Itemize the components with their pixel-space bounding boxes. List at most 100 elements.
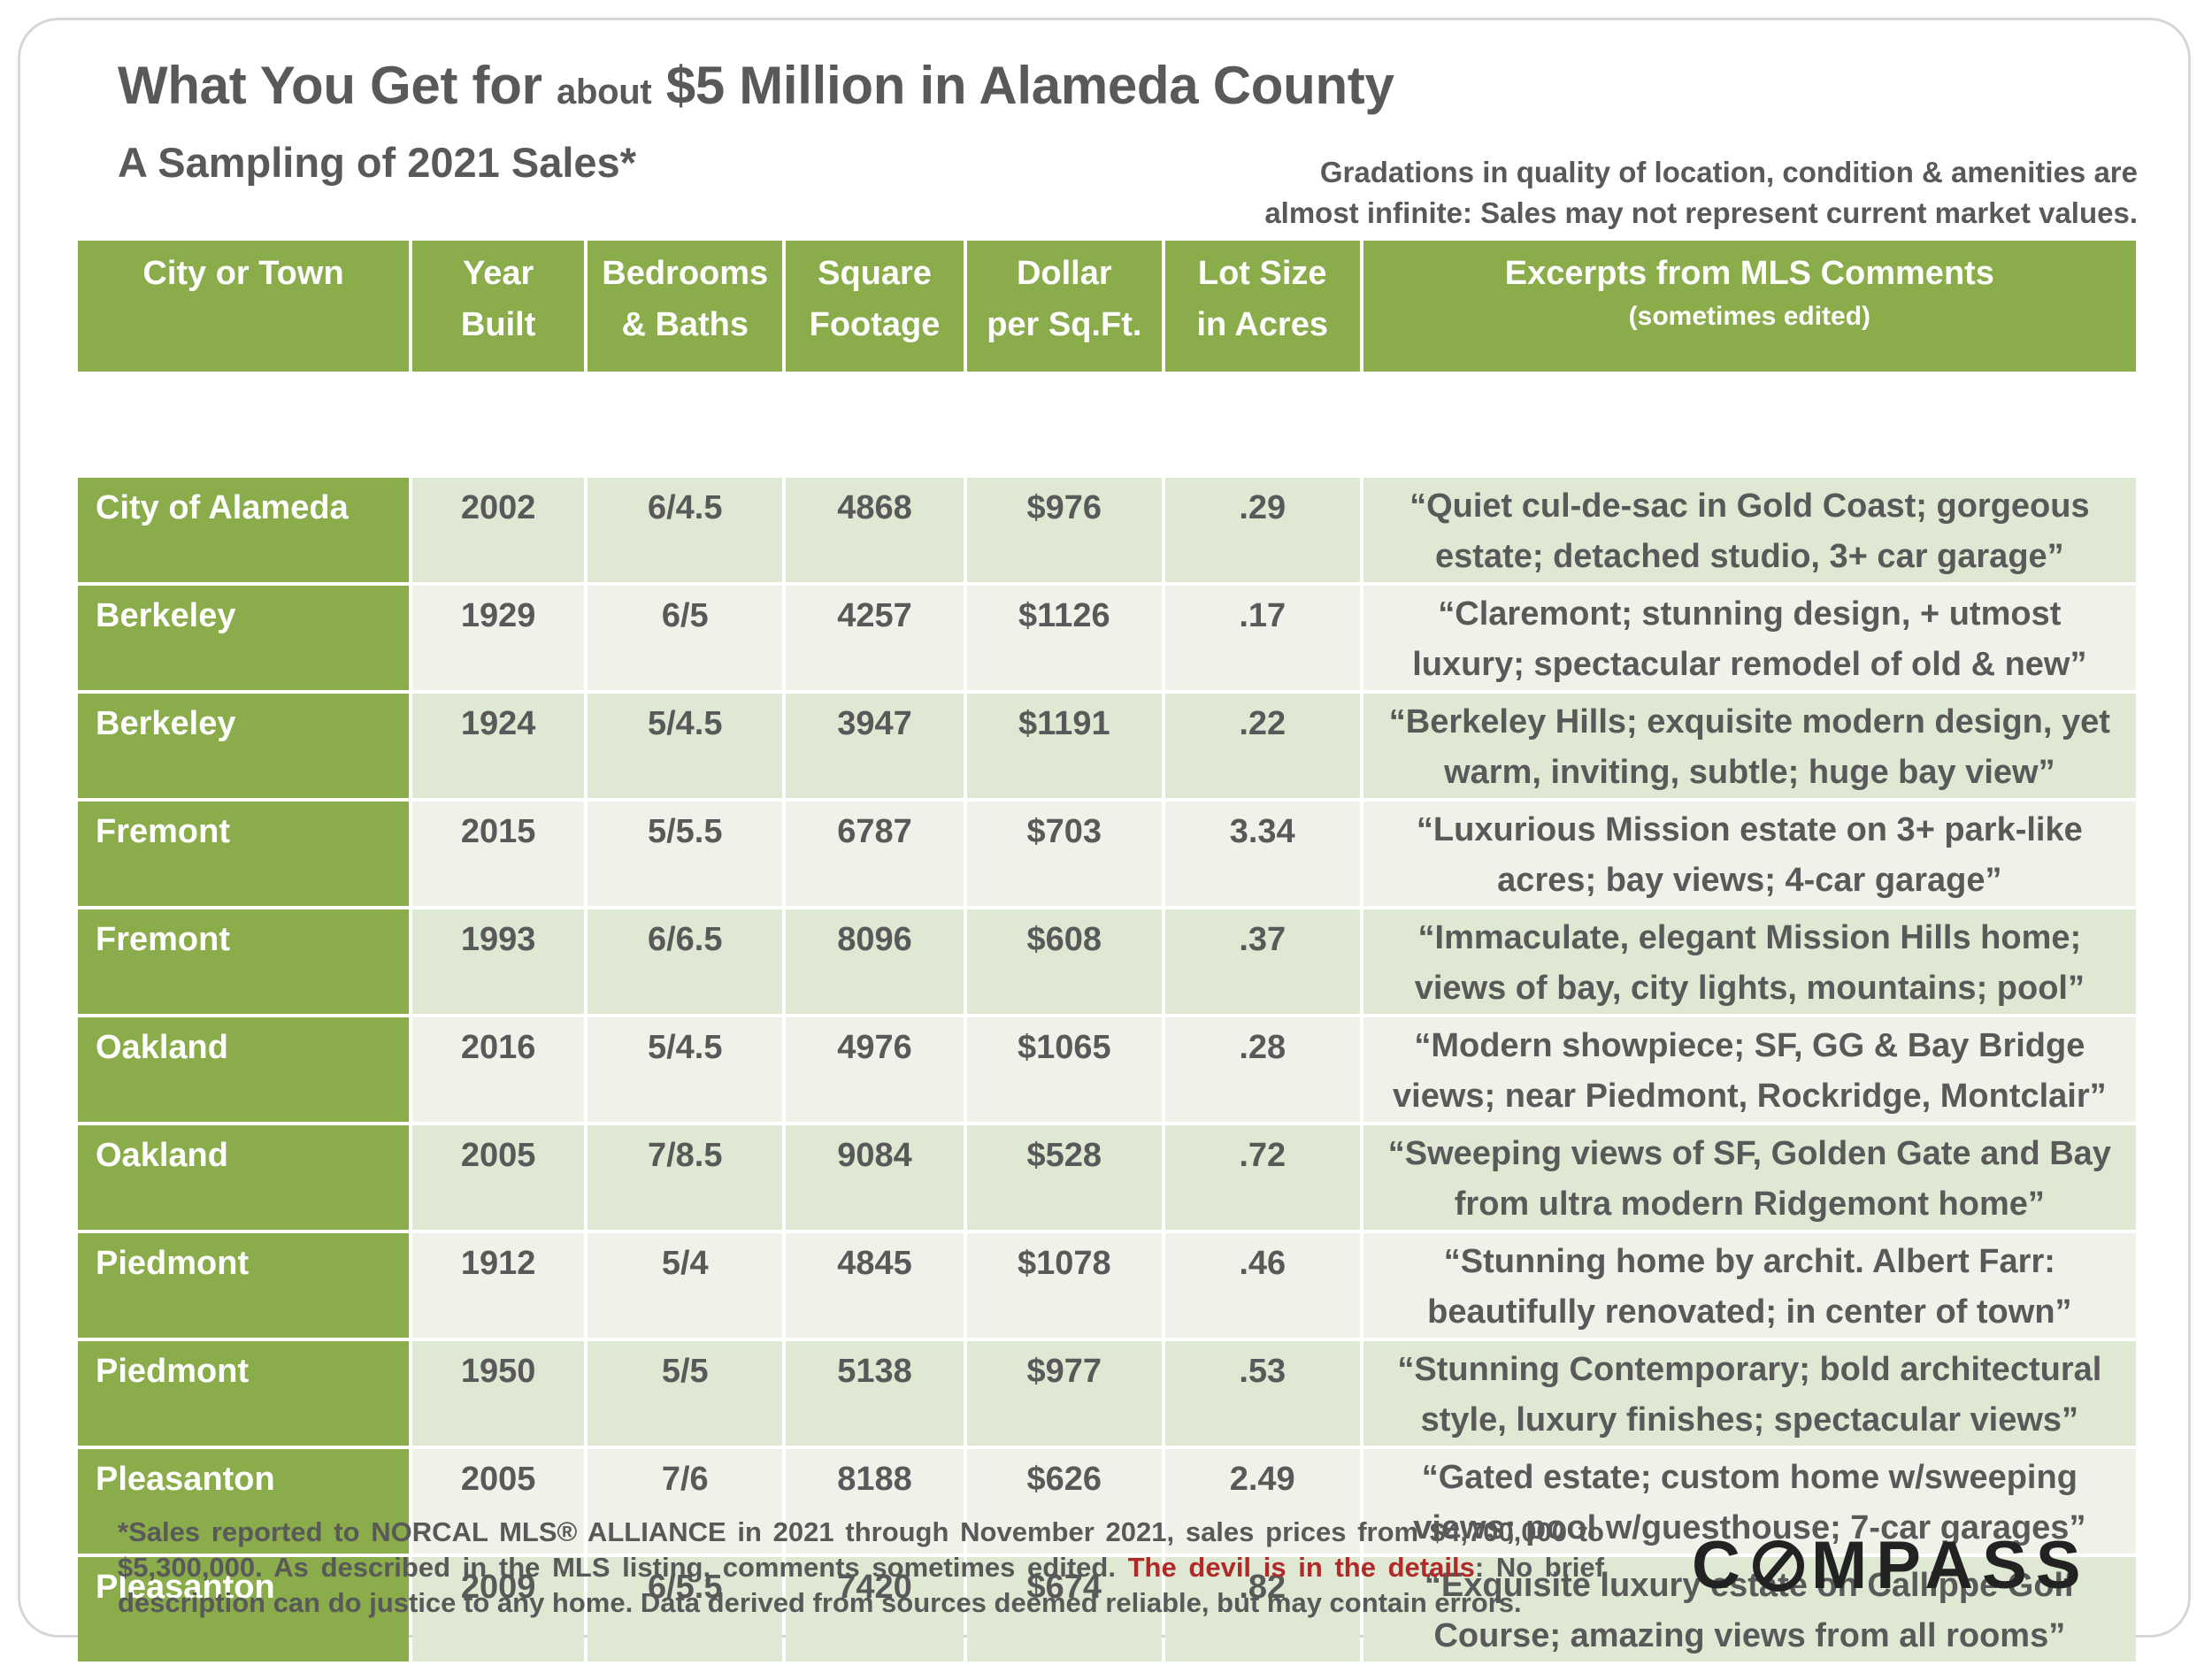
cell-mls-comment: “Claremont; stunning design, + utmost lux…	[1363, 586, 2136, 690]
comment-line2: style, luxury finishes; spectacular view…	[1420, 1401, 2079, 1439]
cell-dollar-per-sqft: $674	[966, 1557, 1162, 1661]
cell-square-footage: 9084	[786, 1125, 964, 1230]
table-row: Pleasanton 2009 6/5.5 7420 $674.82 “Exquisite…	[78, 1557, 2136, 1661]
cell-square-footage: 5138	[786, 1341, 964, 1446]
comment-line1: “Modern showpiece; SF, GG & Bay Bridge	[1414, 1027, 2085, 1064]
cell-square-footage: 4845	[786, 1233, 964, 1338]
cell-year-built: 2002	[412, 478, 585, 582]
column-header-line1: Bedrooms	[602, 255, 769, 292]
cell-dollar-per-sqft: $608	[966, 909, 1162, 1014]
column-header-line2: Footage	[809, 306, 941, 343]
page-title: What You Get for about $5 Million in Ala…	[118, 55, 1394, 116]
cell-mls-comment: “Sweeping views of SF, Golden Gate and B…	[1363, 1125, 2136, 1230]
column-header-1: Year Built	[412, 241, 585, 372]
column-header-line1: Dollar	[1016, 255, 1112, 292]
comment-line1: “Claremont; stunning design, + utmost	[1438, 595, 2062, 633]
cell-dollar-per-sqft: $528	[966, 1125, 1162, 1230]
cell-lot-size: .22	[1164, 694, 1360, 798]
cell-city: Piedmont	[78, 1233, 410, 1338]
cell-bedrooms-baths: 5/4	[588, 1233, 783, 1338]
footnote: *Sales reported to NORCAL MLS® ALLIANCE …	[118, 1515, 1604, 1621]
column-header-4: Dollar per Sq.Ft.	[966, 241, 1162, 372]
cell-year-built: 1950	[412, 1341, 585, 1446]
cell-lot-size: 3.34	[1164, 802, 1360, 906]
cell-year-built: 2005	[412, 1125, 585, 1230]
comment-line2: views; near Piedmont, Rockridge, Montcla…	[1393, 1078, 2107, 1115]
cell-lot-size: .37	[1164, 909, 1360, 1014]
cell-lot-size: 2.49	[1164, 1449, 1360, 1554]
footnote-part1: *Sales reported to NORCAL MLS® ALLIANCE …	[118, 1516, 1604, 1583]
logo-c: C	[1692, 1528, 1749, 1603]
cell-bedrooms-baths: 6/4.5	[588, 478, 783, 582]
comment-line1: “Stunning home by archit. Albert Farr:	[1443, 1243, 2055, 1280]
column-header-line1: City or Town	[142, 255, 344, 292]
cell-lot-size: .46	[1164, 1233, 1360, 1338]
cell-dollar-per-sqft: $703	[966, 802, 1162, 906]
column-header-line1: Year	[462, 255, 534, 292]
cell-city: Piedmont	[78, 1341, 410, 1446]
comment-line2: estate; detached studio, 3+ car garage”	[1435, 538, 2064, 575]
cell-city: Berkeley	[78, 694, 410, 798]
comment-line1: “Luxurious Mission estate on 3+ park-lik…	[1416, 811, 2083, 848]
table-row: Fremont 1993 6/6.5 8096 $608.37 “Immaculate, …	[78, 909, 2136, 1014]
cell-dollar-per-sqft: $1065	[966, 1017, 1162, 1122]
cell-mls-comment: “Modern showpiece; SF, GG & Bay Bridge vi…	[1363, 1017, 2136, 1122]
cell-square-footage: 8096	[786, 909, 964, 1014]
table-row: Piedmont 1950 5/5 5138 $977.53 “Stunning Cont…	[78, 1341, 2136, 1446]
table-row: Piedmont 1912 5/4 4845 $1078.46 “Stunning hom…	[78, 1233, 2136, 1338]
cell-dollar-per-sqft: $1126	[966, 586, 1162, 690]
cell-dollar-per-sqft: $977	[966, 1341, 1162, 1446]
column-header-line1: Lot Size	[1197, 255, 1327, 292]
cell-year-built: 2005	[412, 1449, 585, 1554]
table-row: Berkeley 1929 6/5 4257 $1126.17 “Claremont; s…	[78, 586, 2136, 690]
cell-lot-size: .28	[1164, 1017, 1360, 1122]
cell-year-built: 1993	[412, 909, 585, 1014]
cell-city: Berkeley	[78, 586, 410, 690]
cell-mls-comment: “Luxurious Mission estate on 3+ park-lik…	[1363, 802, 2136, 906]
cell-city: Pleasanton	[78, 1449, 410, 1554]
column-header-line2: Built	[460, 306, 536, 343]
cell-bedrooms-baths: 7/8.5	[588, 1125, 783, 1230]
footnote-highlight: The devil is in the details	[1127, 1552, 1475, 1583]
comment-line1: “Sweeping views of SF, Golden Gate and B…	[1387, 1135, 2111, 1172]
disclaimer-line1: Gradations in quality of location, condi…	[1319, 156, 2138, 188]
cell-dollar-per-sqft: $626	[966, 1449, 1162, 1554]
cell-lot-size: .82	[1164, 1557, 1360, 1661]
cell-mls-comment: “Berkeley Hills; exquisite modern design…	[1363, 694, 2136, 798]
title-part2: $5 Million in Alameda County	[651, 56, 1394, 115]
cell-square-footage: 7420	[786, 1557, 964, 1661]
disclaimer-line2: almost infinite: Sales may not represent…	[1264, 196, 2138, 229]
cell-mls-comment: “Immaculate, elegant Mission Hills home;…	[1363, 909, 2136, 1014]
table-row: City of Alameda 2002 6/4.5 4868 $976.29 “Quie…	[78, 478, 2136, 582]
cell-year-built: 2015	[412, 802, 585, 906]
title-part1: What You Get for	[118, 56, 557, 115]
comment-line2: views of bay, city lights, mountains; po…	[1414, 970, 2085, 1007]
comment-line2: views; pool w/guesthouse; 7-car garages”	[1413, 1509, 2086, 1546]
cell-square-footage: 8188	[786, 1449, 964, 1554]
sales-table: City or Town Year Built Bedrooms & Baths Squa…	[74, 237, 2139, 1665]
logo-o-icon	[1752, 1539, 1804, 1592]
cell-bedrooms-baths: 6/5.5	[588, 1557, 783, 1661]
cell-year-built: 2016	[412, 1017, 585, 1122]
cell-lot-size: .29	[1164, 478, 1360, 582]
cell-dollar-per-sqft: $976	[966, 478, 1162, 582]
table-row: Berkeley 1924 5/4.5 3947 $1191.22 “Berkeley H…	[78, 694, 2136, 798]
cell-bedrooms-baths: 5/4.5	[588, 1017, 783, 1122]
page-subtitle: A Sampling of 2021 Sales*	[118, 139, 636, 186]
cell-city: Oakland	[78, 1017, 410, 1122]
comment-line1: “Quiet cul-de-sac in Gold Coast; gorgeou…	[1409, 487, 2090, 525]
column-header-5: Lot Size in Acres	[1164, 241, 1360, 372]
cell-square-footage: 3947	[786, 694, 964, 798]
comment-line1: “Berkeley Hills; exquisite modern design…	[1388, 703, 2110, 740]
comment-line1: “Gated estate; custom home w/sweeping	[1421, 1459, 2078, 1496]
cell-lot-size: .53	[1164, 1341, 1360, 1446]
comment-line2: Course; amazing views from all rooms”	[1433, 1617, 2066, 1654]
cell-bedrooms-baths: 5/5	[588, 1341, 783, 1446]
column-header-3: Square Footage	[786, 241, 964, 372]
cell-bedrooms-baths: 5/4.5	[588, 694, 783, 798]
cell-dollar-per-sqft: $1078	[966, 1233, 1162, 1338]
comment-line2: from ultra modern Ridgemont home”	[1454, 1185, 2045, 1223]
cell-mls-comment: “Stunning Contemporary; bold architectur…	[1363, 1341, 2136, 1446]
disclaimer: Gradations in quality of location, condi…	[1076, 152, 2138, 234]
column-header-line2: per Sq.Ft.	[987, 306, 1142, 343]
